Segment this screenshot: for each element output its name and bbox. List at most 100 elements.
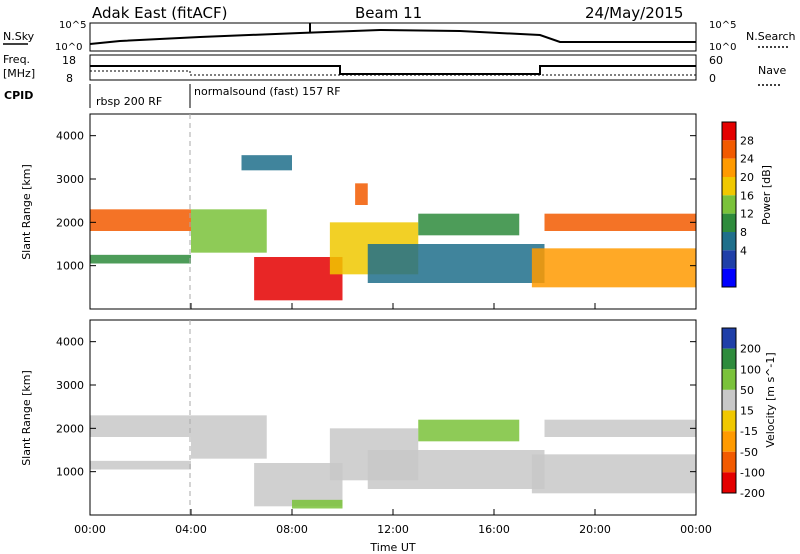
colorbar-swatch-2 — [722, 369, 736, 390]
colorbar-swatch-6 — [722, 232, 736, 251]
colorbar-frame — [721, 121, 737, 288]
freq-unit: [MHz] — [3, 67, 35, 80]
nsky-label: N.Sky — [3, 30, 35, 43]
nsky-panel: N.Sky 10^5 10^0 10^5 10^0 N.Search — [3, 20, 796, 53]
x-axis-label: Time UT — [369, 541, 415, 554]
power-colorbar-label: Power [dB] — [760, 165, 773, 225]
colorbar-tick-5: 8 — [740, 226, 747, 239]
x-axis-ticks: 00:00 04:00 08:00 12:00 16:00 20:00 00:00 — [74, 523, 712, 536]
colorbar-tick-1: 24 — [740, 153, 754, 166]
nsky-tick-low: 10^0 — [55, 42, 82, 53]
band-1 — [90, 254, 191, 264]
colorbar-tick-1: 100 — [740, 363, 761, 376]
nave-label: Nave — [758, 64, 786, 77]
band-2 — [191, 209, 267, 253]
nsky-frame — [89, 22, 697, 52]
colorbar-tick-5: -50 — [740, 446, 758, 459]
colorbar-tick-2: 50 — [740, 384, 754, 397]
cpid-segment-1: rbsp 200 RF — [96, 95, 162, 108]
band-2 — [191, 415, 267, 459]
x-tick-label-6: 00:00 — [680, 523, 712, 536]
beam-title: Beam 11 — [355, 4, 422, 22]
power-bands — [90, 155, 696, 301]
y-tick-label-1: 2000 — [56, 422, 84, 435]
velocity-colorbar: 200 100 50 15 -15 -50 -100 -200 — [721, 327, 765, 500]
nsky-trace — [89, 28, 696, 45]
cpid-panel: CPID rbsp 200 RF normalsound (fast) 157 … — [4, 84, 341, 108]
colorbar-swatch-4 — [722, 410, 736, 432]
colorbar-tick-4: 12 — [740, 208, 754, 221]
colorbar-swatch-4 — [722, 195, 736, 214]
cpid-label: CPID — [4, 89, 33, 102]
freq-label: Freq. — [3, 53, 30, 66]
colorbar-tick-2: 20 — [740, 171, 754, 184]
band-6 — [418, 213, 520, 236]
band-8 — [544, 419, 696, 437]
colorbar-tick-6: -100 — [740, 466, 765, 479]
date-title: 24/May/2015 — [585, 4, 683, 22]
velocity-x-marks — [89, 509, 697, 515]
band-0 — [90, 415, 191, 437]
band-4 — [292, 499, 343, 509]
band-7 — [418, 419, 520, 442]
colorbar-tick-6: 4 — [740, 244, 747, 257]
colorbar-swatch-3 — [722, 177, 736, 196]
y-tick-label-3: 4000 — [56, 130, 84, 143]
band-1 — [90, 460, 191, 470]
colorbar-tick-3: 16 — [740, 189, 754, 202]
band-3 — [254, 257, 343, 301]
band-5 — [367, 244, 545, 283]
freq-panel: Freq. [MHz] 18 8 60 0 Nave — [3, 53, 786, 86]
freq-tick-high: 18 — [62, 54, 76, 67]
band-9 — [531, 454, 696, 494]
nsearch-tick-low: 10^0 — [709, 42, 736, 53]
power-y-ticks: 1000 2000 3000 4000 — [56, 130, 696, 273]
nsky-tick-high: 10^5 — [59, 20, 86, 31]
y-tick-label-1: 2000 — [56, 216, 84, 229]
y-tick-label-0: 1000 — [56, 466, 84, 479]
band-7 — [544, 213, 696, 231]
y-tick-label-0: 1000 — [56, 260, 84, 273]
colorbar-swatch-0 — [722, 328, 736, 349]
colorbar-tick-0: 28 — [740, 134, 754, 147]
velocity-y-ticks: 1000 2000 3000 4000 — [56, 336, 696, 479]
freq-frame — [89, 54, 697, 81]
colorbar-tick-0: 200 — [740, 343, 761, 356]
band-8 — [531, 248, 696, 288]
colorbar-swatch-7 — [722, 250, 736, 269]
colorbar-swatch-5 — [722, 431, 736, 452]
colorbar-swatch-7 — [722, 472, 736, 493]
velocity-bands — [90, 415, 696, 509]
power-x-marks — [89, 303, 697, 309]
colorbar-frame — [721, 327, 737, 494]
colorbar-tick-3: 15 — [740, 405, 754, 418]
y-tick-label-2: 3000 — [56, 173, 84, 186]
x-tick-label-4: 16:00 — [478, 523, 510, 536]
x-tick-label-1: 04:00 — [175, 523, 207, 536]
velocity-ylabel: Slant Range [km] — [20, 370, 33, 466]
band-9 — [241, 155, 292, 171]
site-title: Adak East (fitACF) — [92, 4, 227, 22]
velocity-colorbar-label: Velocity [m s^-1] — [764, 352, 777, 447]
band-0 — [90, 209, 191, 231]
nave-tick-low: 0 — [709, 72, 716, 85]
x-tick-label-2: 08:00 — [276, 523, 308, 536]
y-tick-label-3: 4000 — [56, 336, 84, 349]
band-6 — [367, 450, 545, 489]
colorbar-tick-7: -200 — [740, 487, 765, 500]
colorbar-swatch-2 — [722, 158, 736, 177]
x-tick-label-0: 00:00 — [74, 523, 106, 536]
freq-tick-low: 8 — [66, 72, 73, 85]
y-tick-label-2: 3000 — [56, 379, 84, 392]
freq-trace — [90, 65, 696, 75]
colorbar-tick-4: -15 — [740, 425, 758, 438]
colorbar-swatch-8 — [722, 268, 736, 287]
x-tick-label-5: 20:00 — [579, 523, 611, 536]
x-tick-label-3: 12:00 — [377, 523, 409, 536]
velocity-panel: 1000 2000 3000 4000 Slant Range [km] 200 100… — [20, 319, 777, 516]
colorbar-swatch-3 — [722, 389, 736, 411]
cpid-segment-2: normalsound (fast) 157 RF — [194, 85, 341, 98]
nsearch-label: N.Search — [746, 30, 796, 43]
colorbar-swatch-1 — [722, 140, 736, 159]
